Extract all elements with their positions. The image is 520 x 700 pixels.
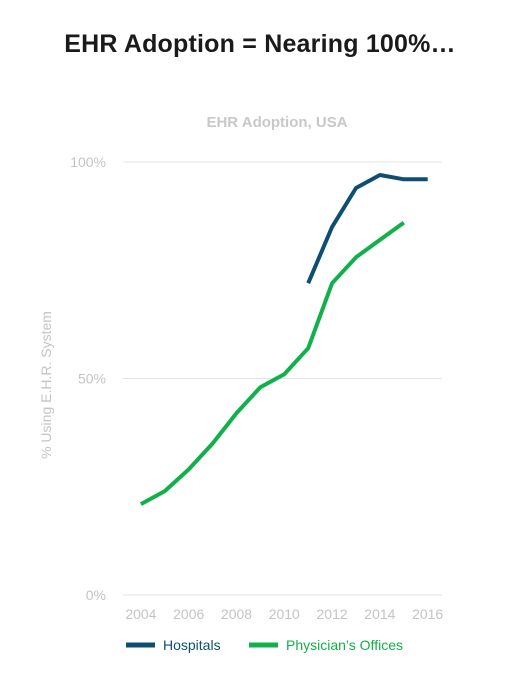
y-tick-label: 0% <box>86 587 106 603</box>
x-tick-label: 2014 <box>364 606 395 622</box>
x-tick-label: 2008 <box>221 606 252 622</box>
y-axis-label: % Using E.H.R. System <box>38 311 54 459</box>
x-tick-label: 2004 <box>125 606 156 622</box>
chart-title: EHR Adoption, USA <box>206 114 347 131</box>
x-tick-label: 2016 <box>412 606 443 622</box>
x-tick-label: 2010 <box>269 606 300 622</box>
grid-lines <box>123 161 442 596</box>
legend-label-1: Physician’s Offices <box>286 637 403 653</box>
y-tick-label: 50% <box>78 371 106 387</box>
y-tick-label: 100% <box>70 154 106 170</box>
y-tick-labels: 0% 50% 100% <box>70 154 106 603</box>
legend: Hospitals Physician’s Offices <box>126 637 403 653</box>
x-tick-label: 2006 <box>173 606 204 622</box>
page-headline: EHR Adoption = Nearing 100%… <box>64 30 456 58</box>
x-tick-label: 2012 <box>317 606 348 622</box>
series-line-1 <box>139 220 405 506</box>
series-line-0 <box>306 173 428 284</box>
x-tick-labels: 2004 2006 2008 2010 2012 2014 2016 <box>125 606 443 622</box>
series-lines <box>139 173 428 506</box>
legend-label-0: Hospitals <box>163 637 221 653</box>
